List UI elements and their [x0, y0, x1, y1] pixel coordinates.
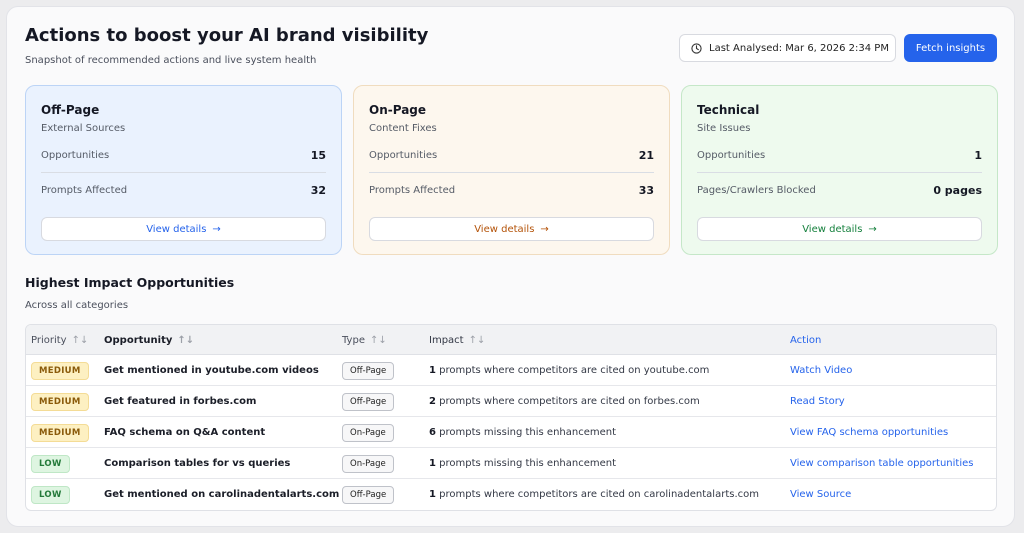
- metric-prompts-affected: Prompts Affected 32: [41, 183, 326, 197]
- impact-text: 6 prompts missing this enhancement: [429, 427, 617, 438]
- clock-icon: [691, 42, 702, 54]
- sort-icon: ↑↓: [71, 334, 89, 346]
- column-header-action: Action: [790, 334, 822, 346]
- last-analysed-text: Last Analysed: Mar 6, 2026 2:34 PM: [709, 42, 889, 54]
- table-row: MEDIUM Get mentioned in youtube.com video…: [26, 355, 996, 386]
- page-subtitle: Snapshot of recommended actions and live…: [25, 55, 317, 66]
- metric-pages-blocked: Pages/Crawlers Blocked 0 pages: [697, 183, 982, 197]
- main-panel: Actions to boost your AI brand visibilit…: [6, 6, 1015, 527]
- type-badge: On-Page: [342, 423, 394, 442]
- section-subtitle: Across all categories: [25, 300, 129, 311]
- card-title: On-Page: [369, 103, 427, 117]
- column-header-opportunity[interactable]: Opportunity ↑↓: [104, 334, 195, 346]
- priority-badge: LOW: [31, 454, 70, 473]
- table-body: MEDIUM Get mentioned in youtube.com video…: [26, 355, 996, 510]
- view-details-button[interactable]: View details →: [369, 217, 654, 241]
- action-link[interactable]: View FAQ schema opportunities: [790, 427, 949, 438]
- sort-icon: ↑↓: [468, 334, 486, 346]
- column-header-priority[interactable]: Priority ↑↓: [31, 334, 89, 346]
- type-badge: On-Page: [342, 454, 394, 473]
- priority-badge: MEDIUM: [31, 423, 89, 442]
- opportunity-name: Comparison tables for vs queries: [104, 458, 291, 469]
- type-badge: Off-Page: [342, 361, 395, 380]
- section-title: Highest Impact Opportunities: [25, 275, 235, 290]
- sort-icon: ↑↓: [177, 334, 195, 346]
- table-row: MEDIUM FAQ schema on Q&A content On-Page 6 …: [26, 417, 996, 448]
- column-header-type[interactable]: Type ↑↓: [342, 334, 387, 346]
- type-badge: Off-Page: [342, 392, 395, 411]
- table-row: LOW Get mentioned on carolinadentalarts.c…: [26, 479, 996, 510]
- card-subtitle: External Sources: [41, 123, 126, 134]
- view-details-button[interactable]: View details →: [697, 217, 982, 241]
- arrow-right-icon: →: [868, 223, 877, 235]
- card-title: Off-Page: [41, 103, 100, 117]
- action-link[interactable]: View Source: [790, 489, 852, 500]
- card-subtitle: Content Fixes: [369, 123, 437, 134]
- opportunity-name: Get mentioned in youtube.com videos: [104, 365, 319, 376]
- table-row: LOW Comparison tables for vs queries On-Pa…: [26, 448, 996, 479]
- card-subtitle: Site Issues: [697, 123, 751, 134]
- impact-text: 1 prompts where competitors are cited on…: [429, 365, 710, 376]
- card-off-page: Off-Page External Sources Opportunities 1…: [25, 85, 342, 255]
- table-header: Priority ↑↓ Opportunity ↑↓ Type ↑↓ Impact ↑↓…: [26, 325, 996, 355]
- card-on-page: On-Page Content Fixes Opportunities 21 Pr…: [353, 85, 670, 255]
- fetch-insights-button[interactable]: Fetch insights: [904, 34, 997, 62]
- last-analysed-badge: Last Analysed: Mar 6, 2026 2:34 PM: [679, 34, 896, 62]
- type-badge: Off-Page: [342, 485, 395, 504]
- page-title: Actions to boost your AI brand visibilit…: [25, 25, 429, 46]
- action-link[interactable]: Read Story: [790, 396, 845, 407]
- divider: [41, 172, 326, 173]
- priority-badge: MEDIUM: [31, 392, 89, 411]
- metric-prompts-affected: Prompts Affected 33: [369, 183, 654, 197]
- action-link[interactable]: View comparison table opportunities: [790, 458, 974, 469]
- divider: [697, 172, 982, 173]
- view-details-button[interactable]: View details →: [41, 217, 326, 241]
- arrow-right-icon: →: [212, 223, 221, 235]
- metric-opportunities: Opportunities 15: [41, 148, 326, 162]
- opportunity-name: FAQ schema on Q&A content: [104, 427, 266, 438]
- sort-icon: ↑↓: [369, 334, 387, 346]
- column-header-impact[interactable]: Impact ↑↓: [429, 334, 486, 346]
- table-row: MEDIUM Get featured in forbes.com Off-Page…: [26, 386, 996, 417]
- arrow-right-icon: →: [540, 223, 549, 235]
- action-link[interactable]: Watch Video: [790, 365, 853, 376]
- opportunity-name: Get featured in forbes.com: [104, 396, 257, 407]
- impact-text: 2 prompts where competitors are cited on…: [429, 396, 700, 407]
- metric-opportunities: Opportunities 1: [697, 148, 982, 162]
- impact-text: 1 prompts missing this enhancement: [429, 458, 617, 469]
- divider: [369, 172, 654, 173]
- opportunities-table: Priority ↑↓ Opportunity ↑↓ Type ↑↓ Impact ↑↓…: [25, 324, 997, 511]
- priority-badge: LOW: [31, 485, 70, 504]
- card-title: Technical: [697, 103, 760, 117]
- priority-badge: MEDIUM: [31, 361, 89, 380]
- metric-opportunities: Opportunities 21: [369, 148, 654, 162]
- card-technical: Technical Site Issues Opportunities 1 Pag…: [681, 85, 998, 255]
- impact-text: 1 prompts where competitors are cited on…: [429, 489, 759, 500]
- opportunity-name: Get mentioned on carolinadentalarts.com: [104, 489, 340, 500]
